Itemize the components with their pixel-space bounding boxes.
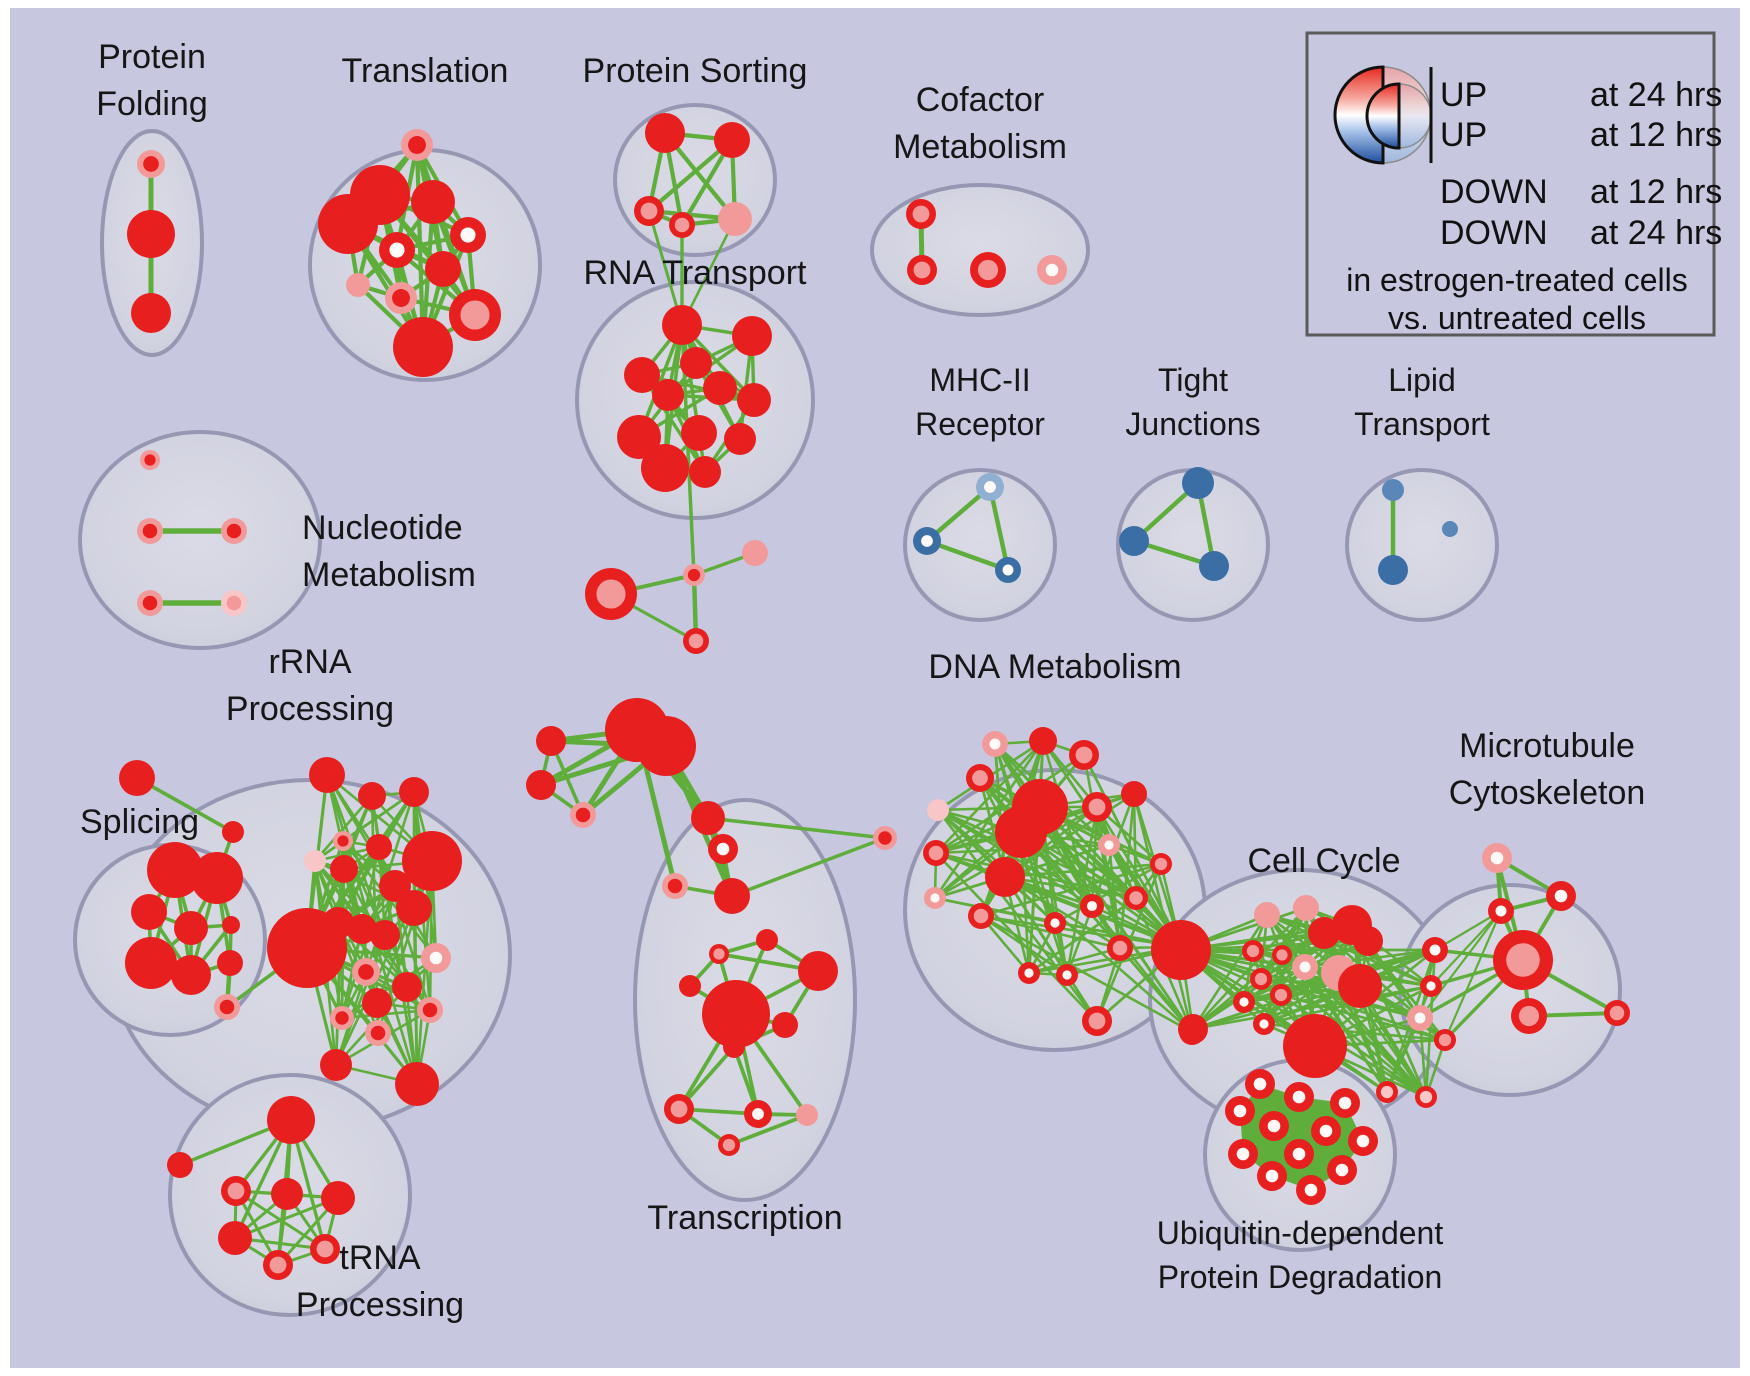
svg-text:at 12 hrs: at 12 hrs [1590,116,1722,154]
svg-text:Transcription: Transcription [647,1199,842,1237]
svg-text:UP: UP [1440,76,1487,114]
svg-text:at 24 hrs: at 24 hrs [1590,214,1722,252]
svg-text:at 12 hrs: at 12 hrs [1590,173,1722,211]
svg-text:DOWN: DOWN [1440,214,1548,252]
svg-text:DNA Metabolism: DNA Metabolism [928,648,1181,686]
svg-text:vs. untreated cells: vs. untreated cells [1388,300,1646,336]
svg-text:UP: UP [1440,116,1487,154]
svg-text:Cell Cycle: Cell Cycle [1247,842,1400,880]
svg-text:Translation: Translation [342,52,509,90]
svg-text:at 24 hrs: at 24 hrs [1590,76,1722,114]
svg-text:Protein Sorting: Protein Sorting [583,52,808,90]
svg-text:in estrogen-treated cells: in estrogen-treated cells [1346,262,1688,298]
svg-text:Splicing: Splicing [80,803,199,841]
svg-text:DOWN: DOWN [1440,173,1548,211]
svg-text:RNA Transport: RNA Transport [584,254,808,292]
